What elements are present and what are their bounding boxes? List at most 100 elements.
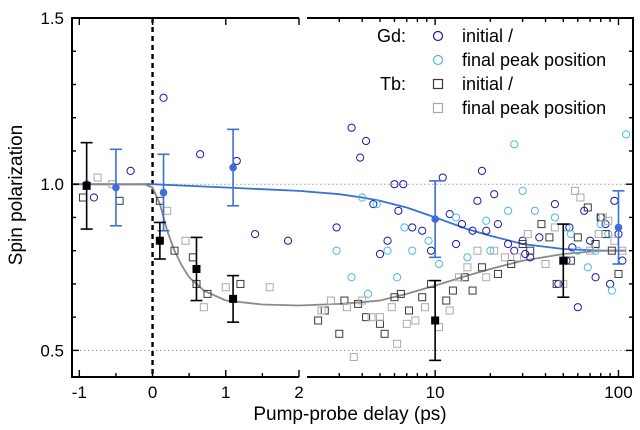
point-series2-1 (115, 196, 124, 205)
point-series2-15 (380, 329, 389, 338)
legend-label-2: initial / (462, 74, 513, 94)
avg-tb-5 (559, 256, 568, 265)
point-series2-18 (404, 306, 413, 315)
legend-marker-1 (432, 54, 444, 66)
point-series0-41 (573, 303, 582, 312)
legend-label-0: initial / (462, 26, 513, 46)
fit-curve-tb-left (71, 183, 300, 307)
point-series1-5 (383, 246, 392, 255)
point-series0-25 (473, 196, 482, 205)
average-points (80, 128, 625, 362)
point-series0-13 (383, 236, 392, 245)
point-series0-7 (332, 223, 341, 232)
point-series0-36 (550, 200, 560, 209)
avg-gd-3 (229, 163, 237, 172)
avg-gd-4 (431, 215, 439, 223)
point-series3-20 (445, 306, 454, 315)
x-axis-label: Pump-probe delay (ps) (253, 404, 446, 425)
point-series2-3 (170, 246, 179, 255)
avg-tb-2 (192, 264, 201, 273)
point-series0-2 (159, 93, 168, 102)
point-series0-3 (196, 150, 205, 159)
data-points (78, 93, 631, 362)
point-series3-15 (393, 339, 402, 348)
point-series3-18 (420, 303, 429, 312)
point-series0-35 (535, 233, 544, 242)
point-series1-11 (451, 213, 461, 222)
point-series0-27 (482, 226, 491, 235)
point-series3-9 (342, 303, 351, 312)
point-series3-19 (435, 323, 444, 332)
point-series0-15 (394, 206, 403, 215)
point-series2-30 (537, 220, 546, 229)
point-series2-0 (78, 193, 87, 202)
point-series1-17 (518, 186, 527, 195)
point-series3-35 (594, 230, 603, 239)
point-series0-22 (451, 239, 461, 249)
point-series1-15 (504, 206, 513, 215)
point-series2-39 (607, 246, 616, 255)
point-series3-23 (473, 246, 482, 255)
point-series1-9 (424, 236, 433, 245)
axis-ticks: 0.5 1.0 1.5 -1 0 1 2 10 100 (40, 9, 633, 402)
point-series1-27 (607, 286, 616, 295)
point-series0-50 (618, 256, 627, 265)
point-series2-13 (362, 313, 371, 322)
point-series0-6 (283, 236, 293, 245)
point-series3-30 (550, 223, 559, 232)
legend-marker-3 (432, 102, 444, 114)
frame-right (307, 17, 634, 378)
point-series3-22 (463, 263, 472, 272)
avg-tb-1 (155, 236, 164, 245)
x-tick-label-0: -1 (72, 383, 87, 402)
point-series2-17 (396, 289, 405, 298)
x-tick-label-1: 0 (148, 383, 157, 402)
point-series3-25 (490, 246, 499, 255)
point-series1-3 (363, 289, 373, 298)
point-series2-31 (545, 233, 554, 242)
point-series0-17 (408, 223, 417, 232)
point-series2-23 (460, 273, 469, 282)
x-tick-label-2: 1 (221, 383, 230, 402)
point-series3-6 (265, 283, 274, 292)
point-series3-13 (375, 313, 384, 322)
point-series1-25 (596, 219, 605, 229)
point-series2-26 (493, 269, 502, 278)
point-series0-44 (591, 273, 600, 282)
y-tick-label-1: 1.0 (40, 175, 64, 194)
point-series2-32 (552, 279, 561, 288)
y-axis-label: Spin polarization (6, 125, 27, 265)
point-series2-4 (188, 253, 197, 262)
point-series2-8 (314, 316, 323, 325)
point-series3-5 (221, 283, 230, 292)
avg-tb-0 (82, 181, 91, 190)
point-series2-7 (236, 279, 245, 288)
point-series3-26 (500, 253, 509, 262)
point-series2-29 (526, 246, 535, 255)
point-series1-6 (392, 273, 402, 282)
point-series3-37 (604, 216, 613, 225)
point-series0-23 (457, 219, 467, 229)
point-series3-11 (358, 296, 367, 305)
point-series1-19 (550, 213, 560, 222)
point-series2-27 (507, 259, 516, 268)
point-series3-21 (455, 273, 464, 282)
legend-marker-2 (432, 78, 444, 90)
y-tick-label-0: 0.5 (40, 341, 64, 360)
avg-tb-4 (431, 316, 440, 325)
x-tick-label-3: 2 (294, 383, 303, 402)
point-series0-18 (418, 226, 427, 235)
point-series1-23 (583, 263, 592, 272)
point-series1-21 (566, 229, 575, 239)
point-series1-12 (463, 253, 472, 262)
point-series0-20 (438, 173, 447, 182)
legend-group-0: Gd: (377, 26, 406, 46)
point-series1-16 (510, 140, 519, 149)
point-series0-8 (347, 123, 356, 132)
point-series1-22 (573, 246, 582, 255)
point-series2-28 (518, 240, 527, 249)
point-series3-32 (571, 186, 580, 195)
avg-tb-3 (229, 294, 238, 303)
point-series0-5 (250, 229, 260, 239)
point-series3-17 (411, 316, 420, 325)
